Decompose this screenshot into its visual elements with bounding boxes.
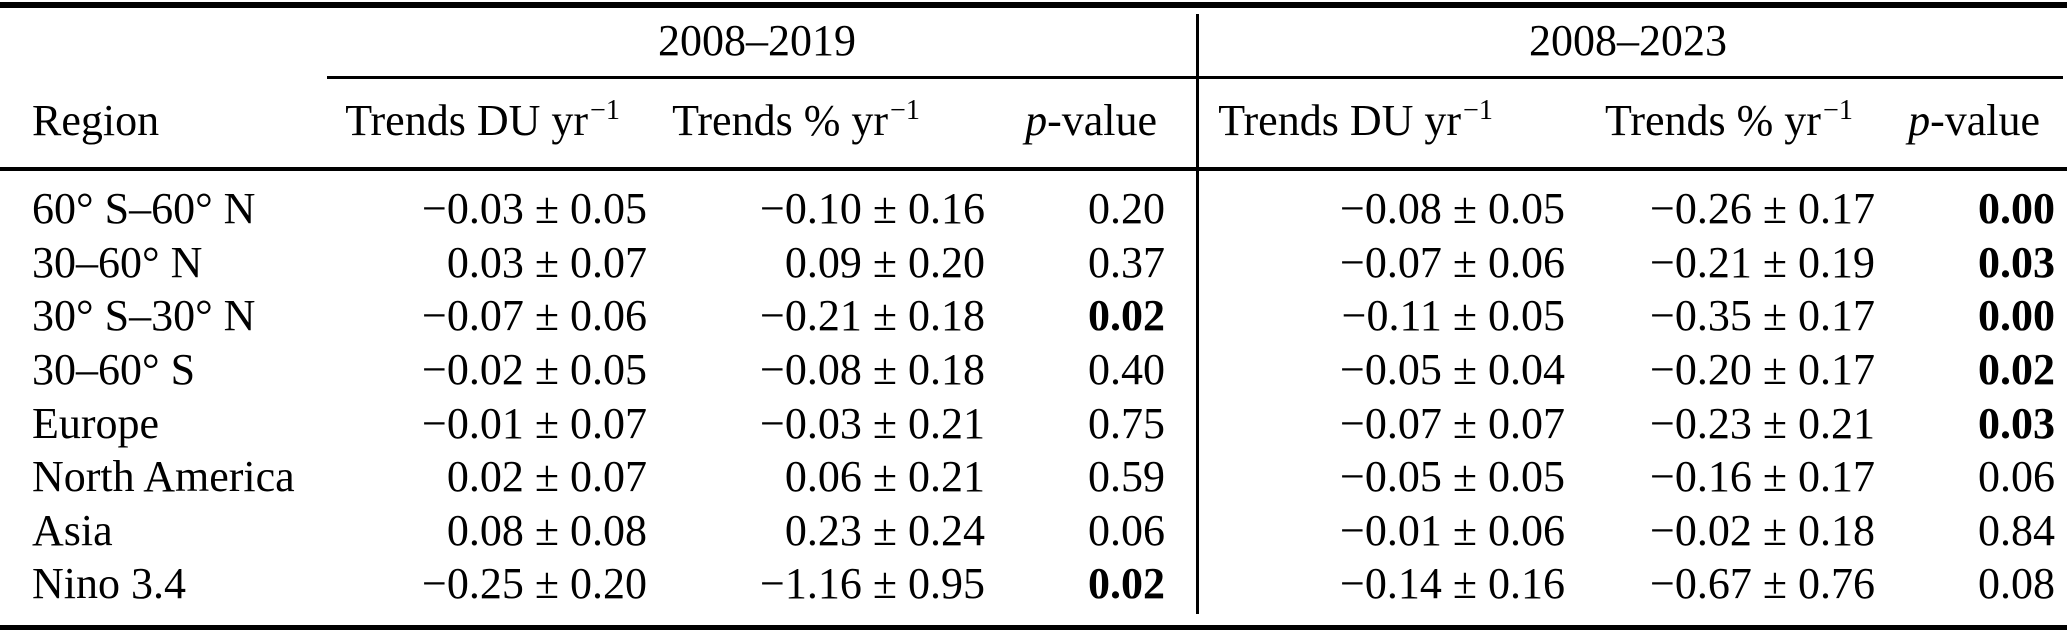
table-row: 60° S–60° N −0.03 ± 0.05 −0.10 ± 0.16 0.… [0,182,2067,236]
superscript: −1 [1463,95,1493,127]
column-header-row: Region Trends DU yr−1 Trends % yr−1 p-va… [0,80,2067,160]
region-cell: Nino 3.4 [32,559,186,609]
p-value-2008-2019-cell: 0.59 [1088,452,1165,502]
table-top-rule [0,2,2067,8]
trend-pct-2008-2019-cell: 0.06 ± 0.21 [784,452,985,502]
p-value-2008-2019-cell: 0.40 [1088,345,1165,395]
table-row: Asia 0.08 ± 0.08 0.23 ± 0.24 0.06 −0.01 … [0,504,2067,558]
trend-du-2008-2023-cell: −0.11 ± 0.05 [1341,291,1565,341]
header-text: Trends DU yr [345,95,589,145]
p-italic: p [1908,95,1931,145]
p-value-2008-2023-cell: 0.03 [1978,237,2055,287]
column-group-divider [1196,14,1199,614]
header-text: Trends DU yr [1218,95,1462,145]
table-row: North America 0.02 ± 0.07 0.06 ± 0.21 0.… [0,450,2067,504]
superscript: −1 [590,95,620,127]
region-cell: 30–60° S [32,345,196,395]
trend-pct-2008-2019-cell: −0.10 ± 0.16 [760,184,985,234]
trend-du-2008-2023-cell: −0.14 ± 0.16 [1340,559,1565,609]
p-value-2008-2023-cell: 0.84 [1978,505,2055,555]
trend-du-2008-2023-cell: −0.01 ± 0.06 [1340,505,1565,555]
column-group-header-2008-2019: 2008–2019 [658,16,856,65]
table-body: 60° S–60° N −0.03 ± 0.05 −0.10 ± 0.16 0.… [0,173,2067,611]
trend-du-2008-2019-cell: −0.02 ± 0.05 [422,345,647,395]
trend-pct-2008-2023-cell: −0.26 ± 0.17 [1650,184,1875,234]
region-cell: 30° S–30° N [32,291,256,341]
p-value-2008-2023-cell: 0.00 [1978,291,2055,341]
trend-du-2008-2023-cell: −0.07 ± 0.07 [1340,398,1565,448]
trend-du-2008-2023-cell: −0.05 ± 0.04 [1340,345,1565,395]
superscript: −1 [890,95,920,127]
p-value-2008-2023-cell: 0.03 [1978,398,2055,448]
table-row: 30° S–30° N −0.07 ± 0.06 −0.21 ± 0.18 0.… [0,289,2067,343]
trend-pct-2008-2023-cell: −0.23 ± 0.21 [1650,398,1875,448]
trend-du-2008-2023-cell: −0.08 ± 0.05 [1340,184,1565,234]
trend-du-2008-2019-cell: 0.08 ± 0.08 [446,505,647,555]
trend-pct-2008-2023-cell: −0.21 ± 0.19 [1650,237,1875,287]
column-header-trends-du-2008-2023: Trends DU yr−1 [1198,95,1605,146]
header-text: -value [1047,95,1157,145]
trend-pct-2008-2023-cell: −0.20 ± 0.17 [1650,345,1875,395]
p-value-2008-2019-cell: 0.75 [1088,398,1165,448]
column-header-trends-pct-2008-2019: Trends % yr−1 [660,95,1000,146]
region-cell: North America [32,452,295,502]
trend-du-2008-2019-cell: −0.07 ± 0.06 [422,291,647,341]
trend-du-2008-2019-cell: 0.03 ± 0.07 [446,237,647,287]
trend-pct-2008-2019-cell: −1.16 ± 0.95 [760,559,985,609]
region-cell: 30–60° N [32,237,203,287]
trend-pct-2008-2023-cell: −0.35 ± 0.17 [1650,291,1875,341]
superscript: −1 [1822,95,1853,127]
region-cell: Asia [32,505,113,555]
trend-du-2008-2019-cell: −0.25 ± 0.20 [422,559,647,609]
p-value-2008-2019-cell: 0.06 [1088,505,1165,555]
trend-pct-2008-2023-cell: −0.67 ± 0.76 [1650,559,1875,609]
p-value-2008-2023-cell: 0.02 [1978,345,2055,395]
p-value-2008-2023-cell: 0.06 [1978,452,2055,502]
table-row: 30–60° S −0.02 ± 0.05 −0.08 ± 0.18 0.40 … [0,343,2067,397]
p-value-2008-2019-cell: 0.20 [1088,184,1165,234]
header-text: Trends % yr [672,95,889,145]
column-header-trends-du-2008-2019: Trends DU yr−1 [330,95,660,146]
trend-pct-2008-2019-cell: 0.09 ± 0.20 [784,237,985,287]
table-row: 30–60° N 0.03 ± 0.07 0.09 ± 0.20 0.37 −0… [0,236,2067,290]
trend-pct-2008-2023-cell: −0.16 ± 0.17 [1650,452,1875,502]
trend-du-2008-2019-cell: −0.01 ± 0.07 [422,398,647,448]
header-text: -value [1930,95,2040,145]
table-bottom-rule [0,625,2067,630]
p-value-2008-2023-cell: 0.08 [1978,559,2055,609]
trend-pct-2008-2019-cell: −0.21 ± 0.18 [760,291,985,341]
column-header-region: Region [32,95,160,145]
p-italic: p [1025,95,1048,145]
column-header-p-value-2008-2023: p-value [1905,95,2067,146]
trend-pct-2008-2023-cell: −0.02 ± 0.18 [1650,505,1875,555]
trend-pct-2008-2019-cell: 0.23 ± 0.24 [784,505,985,555]
p-value-2008-2019-cell: 0.02 [1088,291,1165,341]
p-value-2008-2019-cell: 0.02 [1088,559,1165,609]
region-cell: Europe [32,398,160,448]
p-value-2008-2019-cell: 0.37 [1088,237,1165,287]
column-header-trends-pct-2008-2023: Trends % yr−1 [1605,95,1905,146]
header-bottom-rule [0,167,2067,171]
column-header-p-value-2008-2019: p-value [1000,95,1198,146]
table-row: Nino 3.4 −0.25 ± 0.20 −1.16 ± 0.95 0.02 … [0,557,2067,611]
column-group-header-2008-2023: 2008–2023 [1529,16,1727,65]
region-cell: 60° S–60° N [32,184,256,234]
header-text: Trends % yr [1605,95,1821,145]
trend-pct-2008-2019-cell: −0.08 ± 0.18 [760,345,985,395]
column-group-underline-rule [327,76,2063,79]
trend-pct-2008-2019-cell: −0.03 ± 0.21 [760,398,985,448]
p-value-2008-2023-cell: 0.00 [1978,184,2055,234]
trend-du-2008-2019-cell: −0.03 ± 0.05 [422,184,647,234]
trend-du-2008-2019-cell: 0.02 ± 0.07 [446,452,647,502]
trend-du-2008-2023-cell: −0.05 ± 0.05 [1340,452,1565,502]
trend-du-2008-2023-cell: −0.07 ± 0.06 [1340,237,1565,287]
table-row: Europe −0.01 ± 0.07 −0.03 ± 0.21 0.75 −0… [0,396,2067,450]
